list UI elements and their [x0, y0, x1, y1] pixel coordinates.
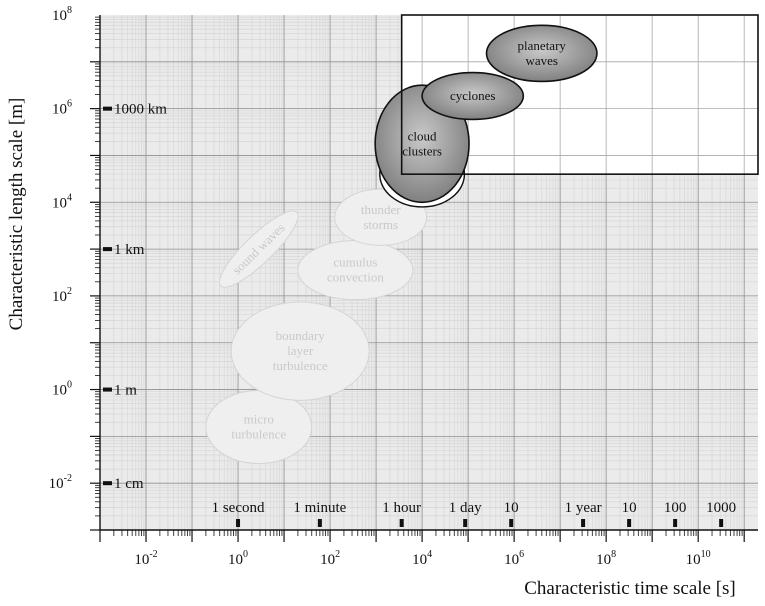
- scale-ellipse: [485, 24, 598, 83]
- x-tick-base: 10: [134, 552, 149, 568]
- time-unit-tick: [719, 519, 724, 527]
- scale-label: cyclones: [450, 88, 495, 103]
- scale-ellipse: [421, 71, 525, 121]
- y-tick-base: 10: [52, 102, 67, 118]
- y-tick-exp: 2: [67, 286, 72, 297]
- time-unit-tick: [509, 519, 514, 527]
- time-unit-label: 1 second: [212, 500, 265, 516]
- length-unit-label: 1 km: [114, 242, 145, 258]
- y-tick-base: 10: [52, 8, 67, 24]
- time-unit-tick: [236, 519, 241, 527]
- scale-label: waves: [525, 53, 558, 68]
- highlight-box-border: [400, 14, 759, 175]
- y-tick-exp: 8: [67, 5, 72, 16]
- scale-label: storms: [363, 217, 398, 232]
- y-tick-exp: 4: [67, 192, 72, 203]
- x-tick-label: 100: [228, 549, 248, 568]
- x-tick-label: 104: [412, 549, 432, 568]
- length-unit-tick: [103, 387, 112, 392]
- length-unit-tick: [103, 481, 112, 486]
- y-axis-title: Characteristic length scale [m]: [6, 98, 27, 331]
- length-unit-label: 1 cm: [114, 476, 144, 492]
- x-axis: 10-2 100 102 104 106 108 1010: [99, 529, 758, 568]
- scale-label: turbulence: [273, 358, 328, 373]
- time-unit-label: 1 minute: [293, 500, 346, 516]
- x-tick-base: 10: [228, 552, 243, 568]
- x-tick-label: 1010: [686, 549, 711, 568]
- x-tick-label: 10-2: [134, 549, 157, 568]
- x-tick-base: 10: [686, 552, 701, 568]
- y-tick-base: 10: [52, 195, 67, 211]
- time-unit-label: 1 hour: [382, 500, 421, 516]
- y-tick-exp: 0: [67, 380, 72, 391]
- x-tick-exp: 8: [611, 549, 616, 560]
- x-tick-exp: -2: [149, 549, 157, 560]
- time-unit-label: 100: [664, 500, 687, 516]
- y-tick-base: 10: [49, 476, 64, 492]
- y-tick-base: 10: [52, 289, 67, 305]
- time-unit-label: 10: [504, 500, 519, 516]
- y-tick-label: 10-2: [49, 473, 72, 492]
- time-unit-tick: [627, 519, 632, 527]
- y-tick-exp: -2: [64, 473, 72, 484]
- x-axis-title: Characteristic time scale [s]: [524, 578, 736, 599]
- scale-label: cloud: [408, 128, 437, 143]
- scale-label: boundary: [276, 328, 326, 343]
- time-unit-label: 10: [622, 500, 637, 516]
- x-tick-exp: 0: [243, 549, 248, 560]
- y-tick-label: 104: [52, 192, 72, 211]
- scale-label: turbulence: [231, 427, 286, 442]
- y-tick-exp: 6: [67, 99, 72, 110]
- x-tick-base: 10: [412, 552, 427, 568]
- x-tick-label: 102: [320, 549, 340, 568]
- scale-label: layer: [287, 343, 314, 358]
- x-tick-base: 10: [504, 552, 519, 568]
- scale-ellipse: [230, 301, 370, 401]
- x-tick-label: 108: [596, 549, 616, 568]
- x-tick-label: 106: [504, 549, 524, 568]
- scale-ellipses: microturbulenceboundarylayerturbulencecu…: [205, 24, 598, 465]
- scale-label: micro: [244, 412, 274, 427]
- scale-ellipse-group: cyclones: [421, 71, 525, 121]
- time-unit-tick: [463, 519, 468, 527]
- scale-label: convection: [327, 270, 385, 285]
- y-tick-label: 102: [52, 286, 72, 305]
- scale-label: planetary: [518, 38, 567, 53]
- x-tick-exp: 6: [519, 549, 524, 560]
- length-unit-markers: 1 cm 1 m 1 km 1000 km: [103, 102, 167, 492]
- time-unit-tick: [673, 519, 678, 527]
- length-unit-tick: [103, 106, 112, 111]
- time-unit-tick: [581, 519, 586, 527]
- scale-label: cumulus: [333, 255, 377, 270]
- scale-label: clusters: [402, 143, 442, 158]
- x-tick-exp: 2: [335, 549, 340, 560]
- y-tick-label: 100: [52, 380, 72, 399]
- length-unit-label: 1 m: [114, 383, 137, 399]
- y-tick-base: 10: [52, 383, 67, 399]
- x-tick-base: 10: [596, 552, 611, 568]
- time-unit-label: 1 year: [565, 500, 602, 516]
- time-unit-markers: 1 second 1 minute 1 hour 1 day 10 1 year 10 100…: [212, 500, 736, 527]
- y-tick-label: 108: [52, 5, 72, 24]
- time-unit-label: 1000: [706, 500, 736, 516]
- length-unit-tick: [103, 247, 112, 252]
- time-unit-tick: [317, 519, 322, 527]
- x-tick-exp: 10: [701, 549, 711, 560]
- scale-label: thunder: [361, 202, 401, 217]
- time-unit-label: 1 day: [449, 500, 482, 516]
- scale-ellipse: [218, 210, 299, 288]
- x-tick-exp: 4: [427, 549, 432, 560]
- y-tick-label: 106: [52, 99, 72, 118]
- length-unit-label: 1000 km: [114, 102, 167, 118]
- x-tick-base: 10: [320, 552, 335, 568]
- time-unit-tick: [399, 519, 404, 527]
